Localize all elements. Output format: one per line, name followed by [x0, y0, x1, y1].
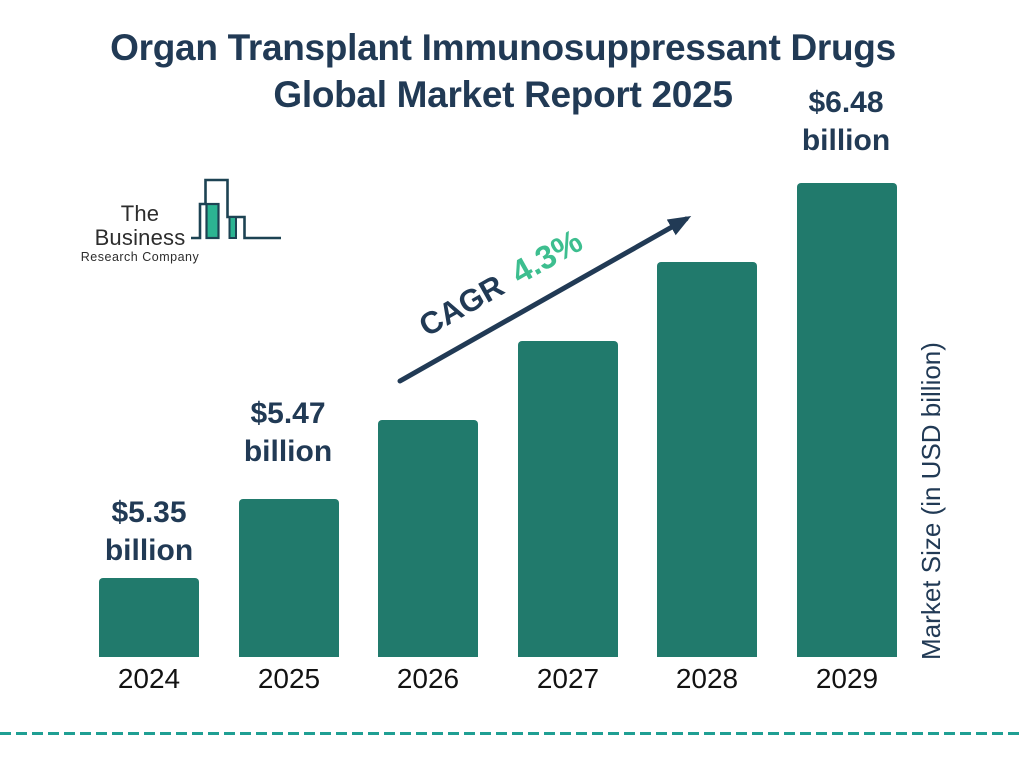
x-axis-label-2024: 2024 [117, 663, 181, 694]
bar-2026 [378, 420, 478, 657]
bar-2029 [797, 183, 897, 657]
value-unit-2024: billion [104, 534, 194, 567]
x-axis-label-2027: 2027 [536, 663, 600, 694]
bar-column-2024: 2024 [99, 0, 199, 694]
x-axis-label-2026: 2026 [396, 663, 460, 694]
bar-chart: 2024 2025 2026 2027 2028 2029 [99, 0, 897, 694]
value-label-2024: $5.35 billion [69, 494, 229, 570]
logo-wordmark: The Business Research Company [78, 201, 202, 265]
bar-2028 [657, 262, 757, 657]
company-logo: The Business Research Company [78, 174, 284, 264]
logo-bars-icon [191, 178, 281, 240]
bar-column-2025: 2025 [239, 0, 339, 694]
chart-title-line2: Global Market Report 2025 [273, 74, 733, 115]
bar-column-2028: 2028 [657, 0, 757, 694]
value-label-2025: $5.47 billion [208, 395, 368, 471]
y-axis-label: Market Size (in USD billion) [916, 342, 946, 660]
x-axis-label-2028: 2028 [675, 663, 739, 694]
value-amount-2029: $6.48 [808, 86, 884, 119]
logo-name: The Business [94, 201, 186, 250]
bottom-dashed-divider [0, 732, 1024, 735]
value-amount-2024: $5.35 [111, 496, 187, 529]
value-label-2029: $6.48 billion [766, 84, 926, 160]
logo-subtitle: Research Company [80, 250, 200, 264]
value-amount-2025: $5.47 [250, 397, 326, 430]
value-unit-2029: billion [801, 124, 891, 157]
value-unit-2025: billion [243, 435, 333, 468]
bar-column-2029: 2029 [797, 0, 897, 694]
chart-title-line1: Organ Transplant Immunosuppressant Drugs [110, 27, 896, 68]
bar-2027 [518, 341, 618, 657]
growth-arrow-icon [397, 216, 692, 384]
chart-title: Organ Transplant Immunosuppressant Drugs… [0, 24, 1006, 118]
x-axis-label-2025: 2025 [257, 663, 321, 694]
bar-2024 [99, 578, 199, 657]
x-axis-label-2029: 2029 [815, 663, 879, 694]
bar-2025 [239, 499, 339, 657]
bar-column-2027: 2027 [518, 0, 618, 694]
bar-column-2026: 2026 [378, 0, 478, 694]
